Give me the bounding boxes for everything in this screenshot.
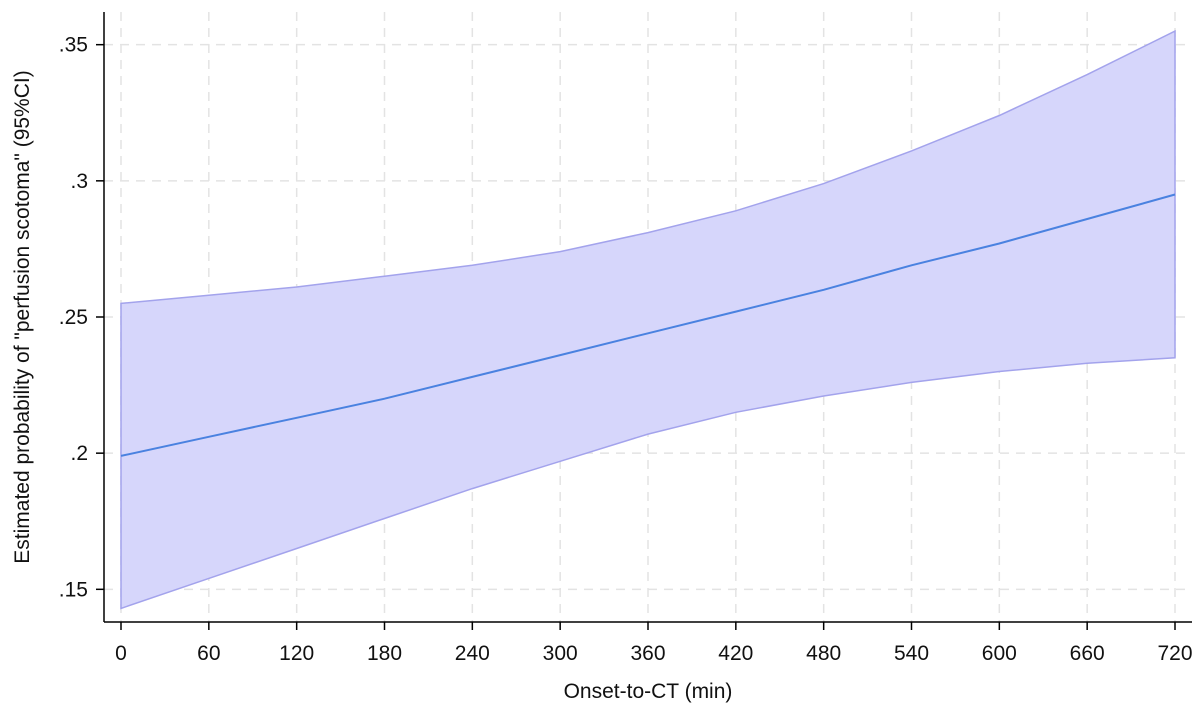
x-tick-label: 720 bbox=[1157, 642, 1192, 665]
x-tick-label: 660 bbox=[1070, 642, 1105, 665]
x-tick-label: 420 bbox=[718, 642, 753, 665]
x-tick-label: 0 bbox=[115, 642, 127, 665]
y-axis-title: Estimated probability of "perfusion scot… bbox=[11, 70, 34, 563]
estimate-line-group bbox=[120, 193, 1176, 457]
x-tick-label: 600 bbox=[982, 642, 1017, 665]
y-tick-label: .15 bbox=[59, 578, 88, 601]
confidence-band-area bbox=[120, 29, 1176, 610]
y-axis-ticks: .15 .2 .25 .3 .35 bbox=[59, 34, 104, 601]
x-tick-label: 360 bbox=[630, 642, 665, 665]
estimate-line bbox=[120, 193, 1176, 457]
x-tick-label: 60 bbox=[197, 642, 220, 665]
x-tick-label: 300 bbox=[543, 642, 578, 665]
x-tick-label: 240 bbox=[455, 642, 490, 665]
x-tick-label: 480 bbox=[806, 642, 841, 665]
x-axis-ticks: 0 60 120 180 240 300 360 420 480 540 600 660 720 bbox=[115, 622, 1193, 665]
confidence-band-group bbox=[120, 29, 1176, 610]
x-tick-label: 120 bbox=[279, 642, 314, 665]
y-tick-label: .2 bbox=[70, 442, 88, 465]
x-axis-title: Onset-to-CT (min) bbox=[564, 680, 733, 703]
y-tick-label: .25 bbox=[59, 306, 88, 329]
x-tick-label: 540 bbox=[894, 642, 929, 665]
y-tick-label: .35 bbox=[59, 34, 88, 57]
x-tick-label: 180 bbox=[367, 642, 402, 665]
y-tick-label: .3 bbox=[70, 170, 88, 193]
